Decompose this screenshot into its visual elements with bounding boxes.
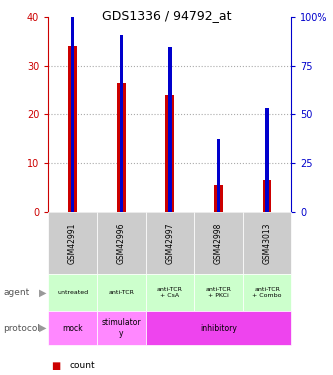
Text: GSM42996: GSM42996 [117, 222, 126, 264]
Text: ■: ■ [52, 361, 61, 370]
Text: anti-TCR
+ CsA: anti-TCR + CsA [157, 287, 183, 298]
Bar [68, 46, 77, 212]
Text: GSM42997: GSM42997 [165, 222, 174, 264]
Text: untreated: untreated [57, 290, 88, 295]
Bar [214, 185, 223, 212]
Bar [168, 47, 171, 212]
Text: ▶: ▶ [39, 323, 47, 333]
Text: anti-TCR
+ PKCi: anti-TCR + PKCi [205, 287, 231, 298]
Text: GSM42998: GSM42998 [214, 222, 223, 264]
Text: protocol: protocol [3, 324, 40, 333]
Text: count: count [70, 361, 96, 370]
Bar [117, 83, 126, 212]
Text: mock: mock [62, 324, 83, 333]
Bar [166, 95, 174, 212]
Text: GSM42991: GSM42991 [68, 222, 77, 264]
Text: anti-TCR: anti-TCR [108, 290, 134, 295]
Text: ▶: ▶ [39, 288, 47, 297]
Bar [120, 35, 123, 212]
Bar [217, 139, 220, 212]
Text: inhibitory: inhibitory [200, 324, 237, 333]
Text: stimulator
y: stimulator y [102, 318, 141, 338]
Bar [263, 180, 271, 212]
Bar [265, 108, 269, 212]
Text: GSM43013: GSM43013 [262, 222, 272, 264]
Text: GDS1336 / 94792_at: GDS1336 / 94792_at [102, 9, 231, 22]
Bar [71, 5, 74, 212]
Text: agent: agent [3, 288, 30, 297]
Text: anti-TCR
+ Combo: anti-TCR + Combo [252, 287, 282, 298]
